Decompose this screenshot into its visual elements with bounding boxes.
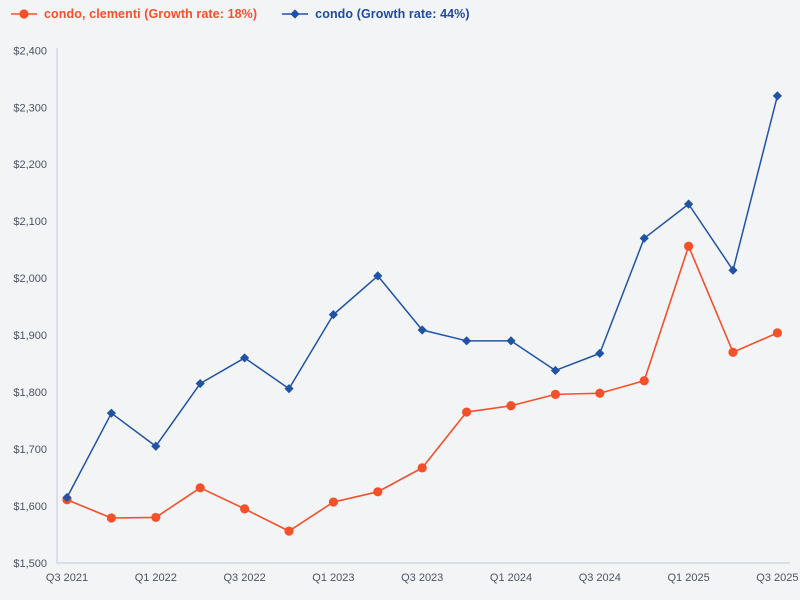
data-point-condo-clementi [462, 407, 472, 417]
y-axis-tick-label: $1,700 [13, 444, 47, 456]
data-point-condo-clementi [639, 376, 649, 386]
data-point-condo-clementi [195, 483, 205, 493]
legend-marker-diamond-icon [282, 9, 309, 19]
axis-lines [56, 48, 790, 564]
data-point-condo-clementi [373, 487, 383, 497]
series-line-condo-clementi [66, 245, 778, 532]
data-point-condo-clementi [684, 241, 694, 251]
x-axis-tick-label: Q3 2024 [579, 572, 621, 584]
legend-label-condo: condo (Growth rate: 44%) [315, 7, 470, 21]
data-point-condo [550, 365, 560, 376]
data-point-condo-clementi [106, 513, 116, 523]
legend-marker-circle-icon [11, 9, 37, 19]
data-point-condo-clementi [728, 347, 738, 357]
data-point-condo [639, 233, 649, 243]
data-point-condo [373, 271, 383, 281]
x-axis-tick-label: Q3 2025 [756, 572, 798, 584]
data-point-condo-clementi [240, 504, 250, 514]
data-point-condo [595, 348, 605, 358]
data-point-condo-clementi [328, 497, 338, 507]
legend-item-condo[interactable]: condo (Growth rate: 44%) [281, 7, 470, 21]
data-point-condo [772, 91, 782, 101]
data-point-condo-clementi [417, 463, 427, 473]
y-axis-tick-label: $1,900 [13, 330, 47, 342]
x-axis-tick-label: Q3 2023 [401, 572, 443, 584]
data-point-condo [151, 441, 161, 451]
data-point-condo [728, 265, 738, 275]
x-axis-tick-label: Q1 2022 [135, 572, 177, 584]
y-axis-tick-label: $1,600 [13, 501, 47, 513]
series-line-condo [66, 95, 779, 498]
y-axis-tick-label: $2,200 [13, 159, 47, 171]
y-axis-tick-label: $2,400 [13, 45, 47, 57]
data-point-condo-clementi [284, 526, 294, 536]
data-point-condo [106, 408, 116, 418]
data-point-condo [328, 310, 338, 320]
data-point-condo [462, 336, 472, 346]
x-axis-tick-label: Q3 2022 [223, 572, 265, 584]
data-point-condo-clementi [151, 512, 161, 523]
x-axis-tick-label: Q3 2021 [46, 572, 88, 584]
y-axis-tick-label: $2,100 [13, 216, 47, 228]
data-point-condo [417, 325, 427, 335]
data-point-condo [684, 199, 694, 209]
data-point-condo [195, 378, 205, 389]
data-point-condo [506, 336, 516, 346]
data-point-condo [62, 492, 72, 503]
y-axis-tick-label: $2,000 [13, 273, 47, 285]
legend-item-condo-clementi[interactable]: condo, clementi (Growth rate: 18%) [10, 7, 257, 21]
y-axis-tick-label: $2,300 [13, 102, 47, 114]
data-point-condo [240, 353, 250, 363]
x-axis-tick-label: Q1 2023 [312, 572, 354, 584]
data-point-condo-clementi [772, 328, 783, 338]
y-axis-tick-label: $1,800 [13, 387, 47, 399]
y-axis-tick-label: $1,500 [13, 558, 47, 570]
data-point-condo-clementi [506, 401, 516, 411]
x-axis-tick-label: Q1 2025 [667, 572, 709, 584]
chart-legend: condo, clementi (Growth rate: 18%) condo… [10, 7, 470, 21]
x-axis-tick-label: Q1 2024 [490, 572, 532, 584]
legend-label-condo-clementi: condo, clementi (Growth rate: 18%) [44, 7, 258, 21]
data-point-condo-clementi [595, 388, 605, 398]
data-point-condo-clementi [550, 389, 561, 399]
data-point-condo [284, 384, 294, 394]
